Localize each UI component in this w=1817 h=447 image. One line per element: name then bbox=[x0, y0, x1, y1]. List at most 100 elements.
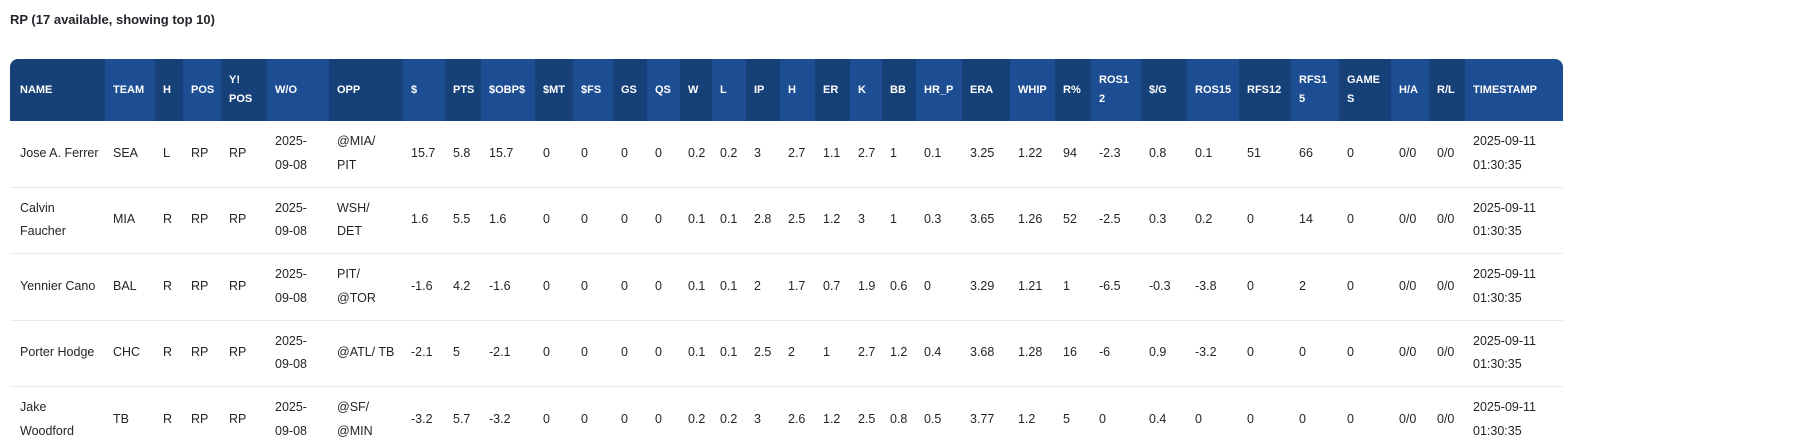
cell-hand: R bbox=[155, 320, 183, 387]
cell-rl: 0/0 bbox=[1429, 320, 1465, 387]
column-header-w: W bbox=[680, 59, 712, 121]
cell-games: 0 bbox=[1339, 187, 1391, 254]
table-row: Jose A. Ferrer SEA L RP RP 2025-09-08 @MIA/ PI… bbox=[10, 121, 1563, 188]
cell-l: 0.2 bbox=[712, 121, 746, 188]
cell-rl: 0/0 bbox=[1429, 254, 1465, 321]
cell-name: Porter Hodge bbox=[10, 320, 105, 387]
cell-ha: 0/0 bbox=[1391, 254, 1429, 321]
column-header-ros15: ROS15 bbox=[1187, 59, 1239, 121]
cell-whip: 1.2 bbox=[1010, 387, 1055, 447]
cell-obp-dollar: -2.1 bbox=[481, 320, 535, 387]
cell-fs-dollar: 0 bbox=[573, 387, 613, 447]
column-header-y-pos: Y! POS bbox=[221, 59, 267, 121]
cell-r-pct: 52 bbox=[1055, 187, 1091, 254]
cell-w: 0.1 bbox=[680, 254, 712, 321]
cell-ros15: -3.8 bbox=[1187, 254, 1239, 321]
cell-rfs12: 51 bbox=[1239, 121, 1291, 188]
column-header-bb: BB bbox=[882, 59, 916, 121]
cell-obp-dollar: -3.2 bbox=[481, 387, 535, 447]
column-header-hr-p: HR_P bbox=[916, 59, 962, 121]
cell-era: 3.68 bbox=[962, 320, 1010, 387]
column-header-mt-dollar: $MT bbox=[535, 59, 573, 121]
cell-dollar: 15.7 bbox=[403, 121, 445, 188]
cell-wo: 2025-09-08 bbox=[267, 320, 329, 387]
cell-y-pos: RP bbox=[221, 121, 267, 188]
cell-team: BAL bbox=[105, 254, 155, 321]
cell-ha: 0/0 bbox=[1391, 187, 1429, 254]
cell-w: 0.1 bbox=[680, 320, 712, 387]
cell-ip: 2 bbox=[746, 254, 780, 321]
cell-pos: RP bbox=[183, 320, 221, 387]
cell-rl: 0/0 bbox=[1429, 121, 1465, 188]
cell-era: 3.29 bbox=[962, 254, 1010, 321]
cell-rfs15: 14 bbox=[1291, 187, 1339, 254]
cell-ha: 0/0 bbox=[1391, 387, 1429, 447]
column-header-opp: OPP bbox=[329, 59, 403, 121]
cell-h: 2.6 bbox=[780, 387, 815, 447]
cell-hand: L bbox=[155, 121, 183, 188]
cell-ros15: 0 bbox=[1187, 387, 1239, 447]
cell-gs: 0 bbox=[613, 387, 647, 447]
cell-rfs15: 66 bbox=[1291, 121, 1339, 188]
cell-l: 0.1 bbox=[712, 254, 746, 321]
cell-r-pct: 94 bbox=[1055, 121, 1091, 188]
column-header-rfs12: RFS12 bbox=[1239, 59, 1291, 121]
cell-pts: 4.2 bbox=[445, 254, 481, 321]
cell-w: 0.2 bbox=[680, 121, 712, 188]
column-header-qs: QS bbox=[647, 59, 680, 121]
cell-k: 3 bbox=[850, 187, 882, 254]
column-header-hand: H bbox=[155, 59, 183, 121]
cell-ip: 2.8 bbox=[746, 187, 780, 254]
cell-er: 1.2 bbox=[815, 387, 850, 447]
cell-ros15: -3.2 bbox=[1187, 320, 1239, 387]
cell-bb: 0.6 bbox=[882, 254, 916, 321]
cell-dollar-g: 0.4 bbox=[1141, 387, 1187, 447]
cell-gs: 0 bbox=[613, 254, 647, 321]
column-header-ip: IP bbox=[746, 59, 780, 121]
cell-er: 0.7 bbox=[815, 254, 850, 321]
cell-l: 0.1 bbox=[712, 187, 746, 254]
cell-name: Calvin Faucher bbox=[10, 187, 105, 254]
cell-pos: RP bbox=[183, 254, 221, 321]
column-header-er: ER bbox=[815, 59, 850, 121]
cell-name: Jake Woodford bbox=[10, 387, 105, 447]
cell-ros12: -6.5 bbox=[1091, 254, 1141, 321]
cell-bb: 1 bbox=[882, 187, 916, 254]
cell-dollar-g: 0.3 bbox=[1141, 187, 1187, 254]
cell-hand: R bbox=[155, 254, 183, 321]
cell-wo: 2025-09-08 bbox=[267, 387, 329, 447]
column-header-dollar-g: $/G bbox=[1141, 59, 1187, 121]
cell-rfs15: 0 bbox=[1291, 320, 1339, 387]
table-row: Calvin Faucher MIA R RP RP 2025-09-08 WSH/ DET… bbox=[10, 187, 1563, 254]
cell-dollar-g: 0.9 bbox=[1141, 320, 1187, 387]
table-body: Jose A. Ferrer SEA L RP RP 2025-09-08 @MIA/ PI… bbox=[10, 121, 1563, 447]
cell-gs: 0 bbox=[613, 320, 647, 387]
cell-timestamp: 2025-09-11 01:30:35 bbox=[1465, 121, 1563, 188]
column-header-obp-dollar: $OBP$ bbox=[481, 59, 535, 121]
cell-rfs15: 2 bbox=[1291, 254, 1339, 321]
cell-dollar-g: -0.3 bbox=[1141, 254, 1187, 321]
cell-y-pos: RP bbox=[221, 254, 267, 321]
cell-era: 3.65 bbox=[962, 187, 1010, 254]
cell-ha: 0/0 bbox=[1391, 121, 1429, 188]
cell-dollar: -1.6 bbox=[403, 254, 445, 321]
cell-obp-dollar: 15.7 bbox=[481, 121, 535, 188]
cell-timestamp: 2025-09-11 01:30:35 bbox=[1465, 187, 1563, 254]
cell-hand: R bbox=[155, 387, 183, 447]
cell-er: 1.1 bbox=[815, 121, 850, 188]
cell-name: Yennier Cano bbox=[10, 254, 105, 321]
column-header-rl: R/L bbox=[1429, 59, 1465, 121]
cell-mt-dollar: 0 bbox=[535, 254, 573, 321]
cell-wo: 2025-09-08 bbox=[267, 254, 329, 321]
cell-ros15: 0.1 bbox=[1187, 121, 1239, 188]
cell-era: 3.77 bbox=[962, 387, 1010, 447]
cell-y-pos: RP bbox=[221, 387, 267, 447]
column-header-wo: W/O bbox=[267, 59, 329, 121]
cell-qs: 0 bbox=[647, 387, 680, 447]
cell-whip: 1.28 bbox=[1010, 320, 1055, 387]
cell-w: 0.2 bbox=[680, 387, 712, 447]
cell-wo: 2025-09-08 bbox=[267, 121, 329, 188]
column-header-name: NAME bbox=[10, 59, 105, 121]
cell-ha: 0/0 bbox=[1391, 320, 1429, 387]
